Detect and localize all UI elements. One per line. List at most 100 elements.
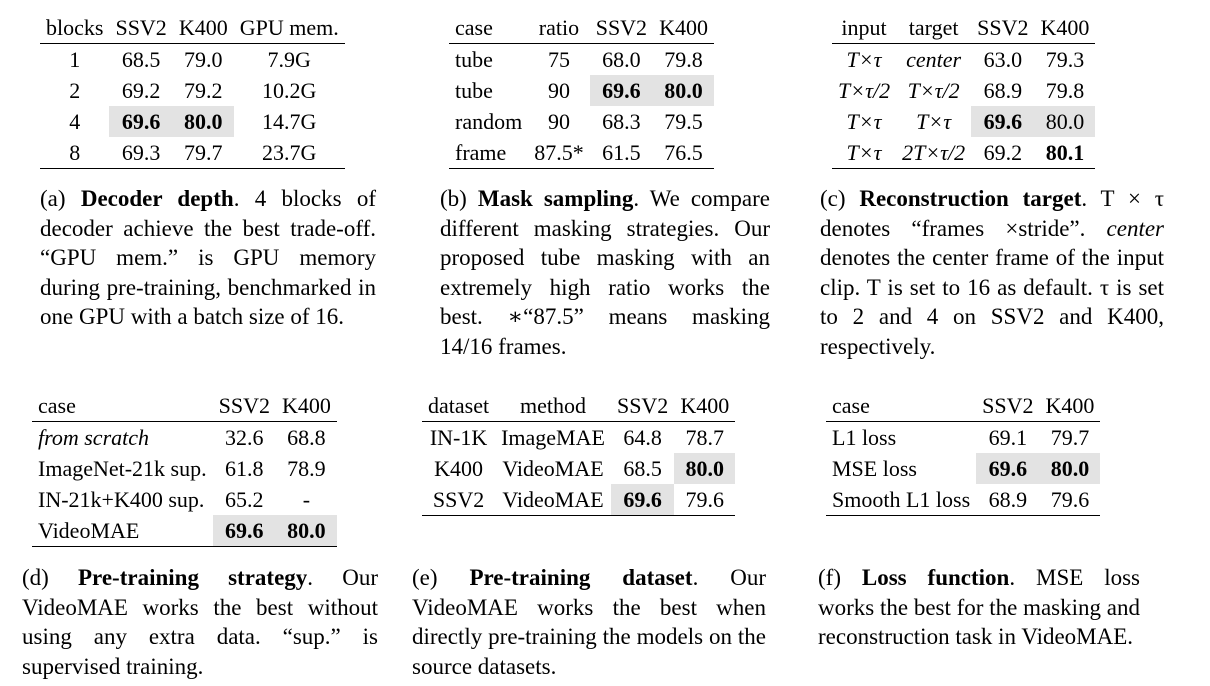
cell: - — [302, 487, 311, 512]
best-cell: 69.6 — [109, 106, 173, 137]
caption-label: (b) — [440, 186, 467, 211]
table-row: random 90 68.3 79.5 — [449, 106, 714, 137]
cell: 78.7 — [685, 425, 725, 450]
col-header: SSV2 — [589, 12, 654, 44]
cell: 7.9G — [267, 47, 311, 72]
caption-text: . We compare different masking strategie… — [440, 186, 770, 359]
cell: 69.2 — [971, 137, 1035, 169]
col-header: SSV2 — [212, 390, 276, 422]
caption-b: (b) Mask sampling. We compare different … — [440, 184, 770, 361]
best-cell: 80.0 — [275, 515, 337, 547]
cell: T×τ — [916, 109, 952, 134]
caption-a: (a) Decoder depth. 4 blocks of decoder a… — [40, 184, 376, 332]
table-f-panel: case SSV2 K400 L1 loss 69.1 79.7 MSE los… — [826, 390, 1101, 516]
table-row: L1 loss 69.1 79.7 — [826, 422, 1100, 454]
cell: 68.5 — [623, 456, 662, 481]
cell: 69.2 — [121, 78, 161, 103]
table-row: 4 69.6 80.0 14.7G — [40, 106, 345, 137]
best-cell: 69.6 — [589, 75, 654, 106]
highlight-cell: 80.0 — [1034, 106, 1096, 137]
cell: 68.9 — [976, 484, 1040, 516]
col-header: method — [495, 390, 611, 422]
table-row: tube 90 69.6 80.0 — [449, 75, 714, 106]
table-a-panel: blocks SSV2 K400 GPU mem. 1 68.5 79.0 7.… — [40, 12, 345, 169]
caption-e: (e) Pre-training dataset. Our VideoMAE w… — [412, 563, 766, 681]
cell: 61.5 — [589, 137, 654, 169]
caption-label: (d) — [22, 565, 49, 590]
cell: VideoMAE — [495, 484, 611, 516]
caption-f: (f) Loss function. MSE loss works the be… — [818, 563, 1140, 652]
table-row: T×τ/2 T×τ/2 68.9 79.8 — [832, 75, 1095, 106]
col-header: target — [896, 12, 972, 44]
cell: 79.7 — [1050, 425, 1090, 450]
col-header: K400 — [1034, 12, 1096, 44]
table-row: 8 69.3 79.7 23.7G — [40, 137, 345, 169]
table-row: IN-1K ImageMAE 64.8 78.7 — [422, 422, 735, 454]
best-cell: 69.6 — [976, 453, 1040, 484]
cell: 10.2G — [262, 78, 317, 103]
cell: 68.8 — [287, 425, 326, 450]
mask-sampling-table: case ratio SSV2 K400 tube 75 68.0 79.8 t… — [449, 12, 714, 169]
col-header: SSV2 — [971, 12, 1035, 44]
col-header: K400 — [653, 12, 714, 44]
table-row: Smooth L1 loss 68.9 79.6 — [826, 484, 1101, 516]
col-header: K400 — [674, 390, 736, 422]
best-cell: 80.0 — [1039, 453, 1101, 484]
caption-text: . Our VideoMAE works the best when direc… — [412, 565, 766, 679]
caption-title: Loss function — [861, 565, 1010, 590]
col-header: dataset — [422, 390, 496, 422]
cell: frame — [449, 137, 529, 169]
table-row: from scratch 32.6 68.8 — [32, 422, 337, 454]
cell: IN-21k+K400 sup. — [38, 487, 205, 512]
cell: 23.7G — [233, 137, 345, 169]
cell: 78.9 — [287, 456, 326, 481]
cell: 64.8 — [623, 425, 662, 450]
cell: VideoMAE — [32, 515, 213, 547]
cell: 1 — [69, 47, 81, 72]
cell: 90 — [547, 78, 570, 103]
cell: 79.8 — [664, 47, 703, 72]
cell: Smooth L1 loss — [826, 484, 977, 516]
cell: 69.3 — [109, 137, 173, 169]
cell: ImageNet-21k sup. — [38, 456, 207, 481]
col-header: K400 — [172, 12, 234, 44]
table-row: tube 75 68.0 79.8 — [449, 44, 714, 76]
col-header: case — [449, 12, 529, 44]
cell: 79.2 — [184, 78, 223, 103]
table-c-panel: input target SSV2 K400 T×τ center 63.0 7… — [832, 12, 1096, 169]
cell: 4 — [69, 109, 81, 134]
cell: MSE loss — [832, 456, 917, 481]
cell: 68.0 — [602, 47, 641, 72]
pretraining-dataset-table: dataset method SSV2 K400 IN-1K ImageMAE … — [422, 390, 736, 516]
cell: T×τ — [846, 109, 882, 134]
cell: 8 — [40, 137, 110, 169]
cell: 32.6 — [225, 425, 264, 450]
caption-title: Pre-training strategy — [78, 565, 308, 590]
col-header: ratio — [528, 12, 590, 44]
caption-title: Reconstruction target — [859, 186, 1082, 211]
reconstruction-target-table: input target SSV2 K400 T×τ center 63.0 7… — [832, 12, 1096, 169]
cell: center — [906, 47, 962, 72]
cell: T×τ — [832, 137, 897, 169]
cell: 68.5 — [121, 47, 161, 72]
caption-label: (c) — [820, 186, 846, 211]
cell: ImageMAE — [501, 425, 605, 450]
cell: 68.3 — [602, 109, 641, 134]
cell: 79.6 — [674, 484, 736, 516]
table-row: frame 87.5* 61.5 76.5 — [449, 137, 714, 169]
cell: 79.8 — [1045, 78, 1085, 103]
best-cell: 80.0 — [172, 106, 234, 137]
table-row: SSV2 VideoMAE 69.6 79.6 — [422, 484, 736, 516]
cell: SSV2 — [422, 484, 496, 516]
col-header: K400 — [275, 390, 337, 422]
best-cell: 69.6 — [212, 515, 276, 547]
caption-label: (f) — [818, 565, 841, 590]
cell: 79.6 — [1039, 484, 1101, 516]
caption-c: (c) Reconstruction target. T × τ denotes… — [820, 184, 1164, 361]
table-row: IN-21k+K400 sup. 65.2 - — [32, 484, 337, 515]
caption-title: Decoder depth — [80, 186, 234, 211]
col-header: case — [32, 390, 213, 422]
table-d-panel: case SSV2 K400 from scratch 32.6 68.8 Im… — [32, 390, 337, 547]
table-row: T×τ center 63.0 79.3 — [832, 44, 1095, 76]
cell: 79.0 — [184, 47, 223, 72]
